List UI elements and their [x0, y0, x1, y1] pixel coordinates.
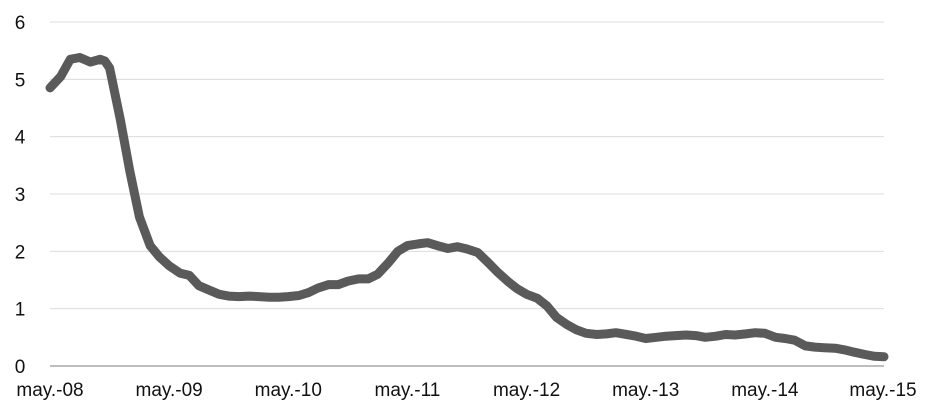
x-tick-label: may.-09: [136, 380, 203, 401]
x-tick-label: may.-13: [612, 380, 679, 401]
series-layer: [45, 53, 889, 362]
gridlines: [50, 21, 884, 310]
x-axis-tick-labels: may.-08 may.-09 may.-10 may.-11 may.-12 may.-…: [16, 380, 916, 401]
series-line-0: [45, 53, 889, 362]
y-tick-label: 1: [15, 300, 26, 321]
y-tick-label: 3: [15, 185, 26, 206]
y-tick-label: 2: [15, 242, 26, 263]
y-axis-tick-labels: 0 1 2 3 4 5 6: [15, 13, 26, 378]
x-tick-label: may.-10: [255, 380, 322, 401]
y-tick-label: 5: [15, 70, 26, 91]
x-tick-label: may.-14: [731, 380, 799, 401]
y-tick-label: 0: [15, 357, 26, 378]
x-tick-label: may.-15: [849, 380, 916, 401]
x-tick-label: may.-11: [375, 380, 441, 401]
x-tick-label: may.-12: [493, 380, 560, 401]
y-tick-label: 4: [15, 128, 26, 149]
y-tick-label: 6: [15, 13, 26, 34]
x-tick-label: may.-08: [16, 380, 83, 401]
